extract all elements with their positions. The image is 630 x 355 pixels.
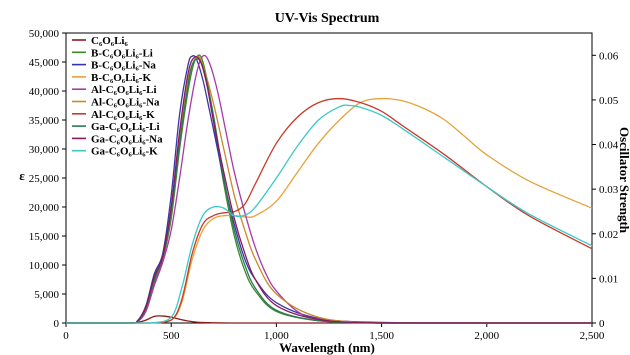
legend-label: B-C₆O₆Li₆-Na <box>91 60 156 72</box>
series-line-3 <box>66 55 592 324</box>
legend: C₆O₆Li₆B-C₆O₆Li₆-LiB-C₆O₆Li₆-NaB-C₆O₆Li₆… <box>72 35 163 158</box>
y-tick-label: 15,000 <box>29 231 60 243</box>
y-tick-label: 35,000 <box>29 115 60 127</box>
x-tick-label: 1,500 <box>369 330 394 342</box>
x-tick-label: 500 <box>163 330 180 342</box>
legend-label: B-C₆O₆Li₆-K <box>91 72 151 84</box>
legend-label: Ga-C₆O₆Li₆-K <box>91 146 158 158</box>
legend-label: Al-C₆O₆Li₆-Na <box>91 97 160 109</box>
x-axis: 0 500 1,000 1,500 2,000 2,500 <box>63 323 605 342</box>
y2-tick-label: 0.02 <box>599 229 618 241</box>
y-axis-left: 0 5,000 10,000 15,000 20,000 25,000 30,000 35,0… <box>29 28 66 330</box>
y2-tick-label: 0.01 <box>599 273 618 285</box>
y2-tick-label: 0.03 <box>599 184 619 196</box>
x-tick-label: 2,000 <box>474 330 499 342</box>
x-axis-label: Wavelength (nm) <box>279 340 375 355</box>
y-axis-right: 0 0.01 0.02 0.03 0.04 0.05 0.06 <box>592 50 619 330</box>
y-axis-label: ε <box>19 168 25 183</box>
series-layer <box>66 54 593 324</box>
series-line-9 <box>66 55 592 324</box>
y2-axis-label: Oscillator Strength <box>617 127 630 234</box>
y2-tick-label: 0.04 <box>599 140 619 152</box>
y2-tick-label: 0 <box>599 318 605 330</box>
y-tick-label: 25,000 <box>29 173 60 185</box>
series-line-4 <box>66 97 593 324</box>
chart-title: UV-Vis Spectrum <box>275 11 380 26</box>
legend-label: Ga-C₆O₆Li₆-Na <box>91 133 163 145</box>
legend-label: Al-C₆O₆Li₆-K <box>91 109 155 121</box>
legend-label: Ga-C₆O₆Li₆-Li <box>91 121 160 133</box>
y-tick-label: 5,000 <box>34 289 59 301</box>
series-line-7 <box>66 97 593 324</box>
series-line-10 <box>66 104 593 324</box>
y-tick-label: 30,000 <box>29 144 60 156</box>
x-tick-label: 1,000 <box>264 330 289 342</box>
legend-label: C₆O₆Li₆ <box>91 35 128 47</box>
y2-tick-label: 0.05 <box>599 95 619 107</box>
y2-tick-label: 0.06 <box>599 50 619 62</box>
y-tick-label: 45,000 <box>29 57 60 69</box>
y-tick-label: 50,000 <box>29 28 60 40</box>
y-tick-label: 20,000 <box>29 202 60 214</box>
legend-label: B-C₆O₆Li₆-Li <box>91 47 153 59</box>
x-tick-label: 0 <box>63 330 69 342</box>
x-tick-label: 2,500 <box>580 330 605 342</box>
y-tick-label: 10,000 <box>29 260 60 272</box>
legend-label: Al-C₆O₆Li₆-Li <box>91 84 157 96</box>
y-tick-label: 0 <box>54 318 60 330</box>
y-tick-label: 40,000 <box>29 86 60 98</box>
